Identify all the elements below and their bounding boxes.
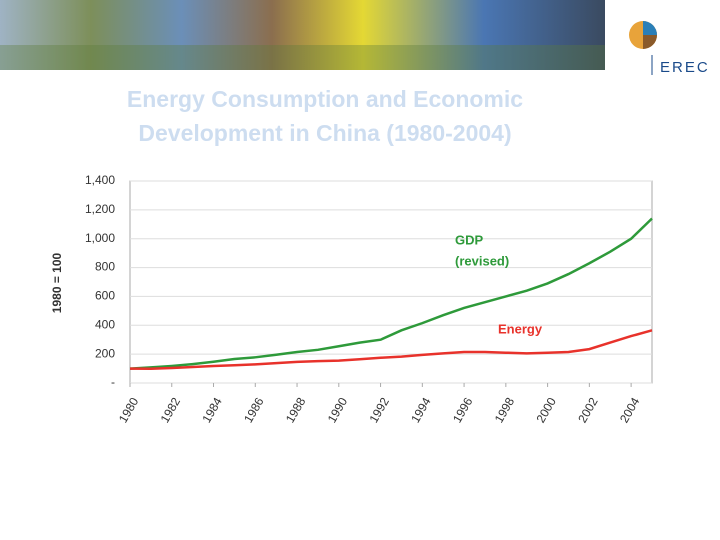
series-label: GDP xyxy=(455,232,484,247)
line xyxy=(129,329,653,370)
x-tick-label: 1982 xyxy=(158,395,184,425)
y-tick-label: 1,400 xyxy=(85,173,115,187)
x-tick-label: 1980 xyxy=(116,395,142,425)
chart-title: Development in China (1980-2004) xyxy=(138,120,511,146)
y-axis-label: 1980 = 100 xyxy=(50,252,64,313)
x-tick-label: 2004 xyxy=(617,395,643,425)
x-tick-label: 1996 xyxy=(450,395,476,425)
x-tick-label: 1992 xyxy=(366,395,392,425)
x-tick-label: 1984 xyxy=(199,395,225,425)
y-tick-label: 800 xyxy=(95,260,115,274)
logo-text: EREC xyxy=(660,59,710,76)
banner-ground xyxy=(0,45,605,70)
y-tick-label: 200 xyxy=(95,346,115,360)
x-tick-label: 1998 xyxy=(492,395,518,425)
logo-mark xyxy=(629,21,657,75)
x-tick-label: 1994 xyxy=(408,395,434,425)
x-tick-label: 1986 xyxy=(241,395,267,425)
chart-title: Energy Consumption and Economic xyxy=(127,86,523,112)
plot-area xyxy=(129,180,653,384)
y-tick-label: 600 xyxy=(95,289,115,303)
banner xyxy=(0,0,605,70)
x-tick-label: 1988 xyxy=(283,395,309,425)
y-tick-label: 1,000 xyxy=(85,231,115,245)
line xyxy=(129,217,653,370)
x-tick-label: 2000 xyxy=(533,395,559,425)
y-tick-label: 400 xyxy=(95,317,115,331)
series-label: (revised) xyxy=(455,253,509,268)
x-tick-label: 2002 xyxy=(575,395,601,425)
y-tick-label: 1,200 xyxy=(85,202,115,216)
x-tick-label: 1990 xyxy=(325,395,351,425)
series-label: Energy xyxy=(498,321,543,336)
y-tick-label: - xyxy=(111,375,115,389)
